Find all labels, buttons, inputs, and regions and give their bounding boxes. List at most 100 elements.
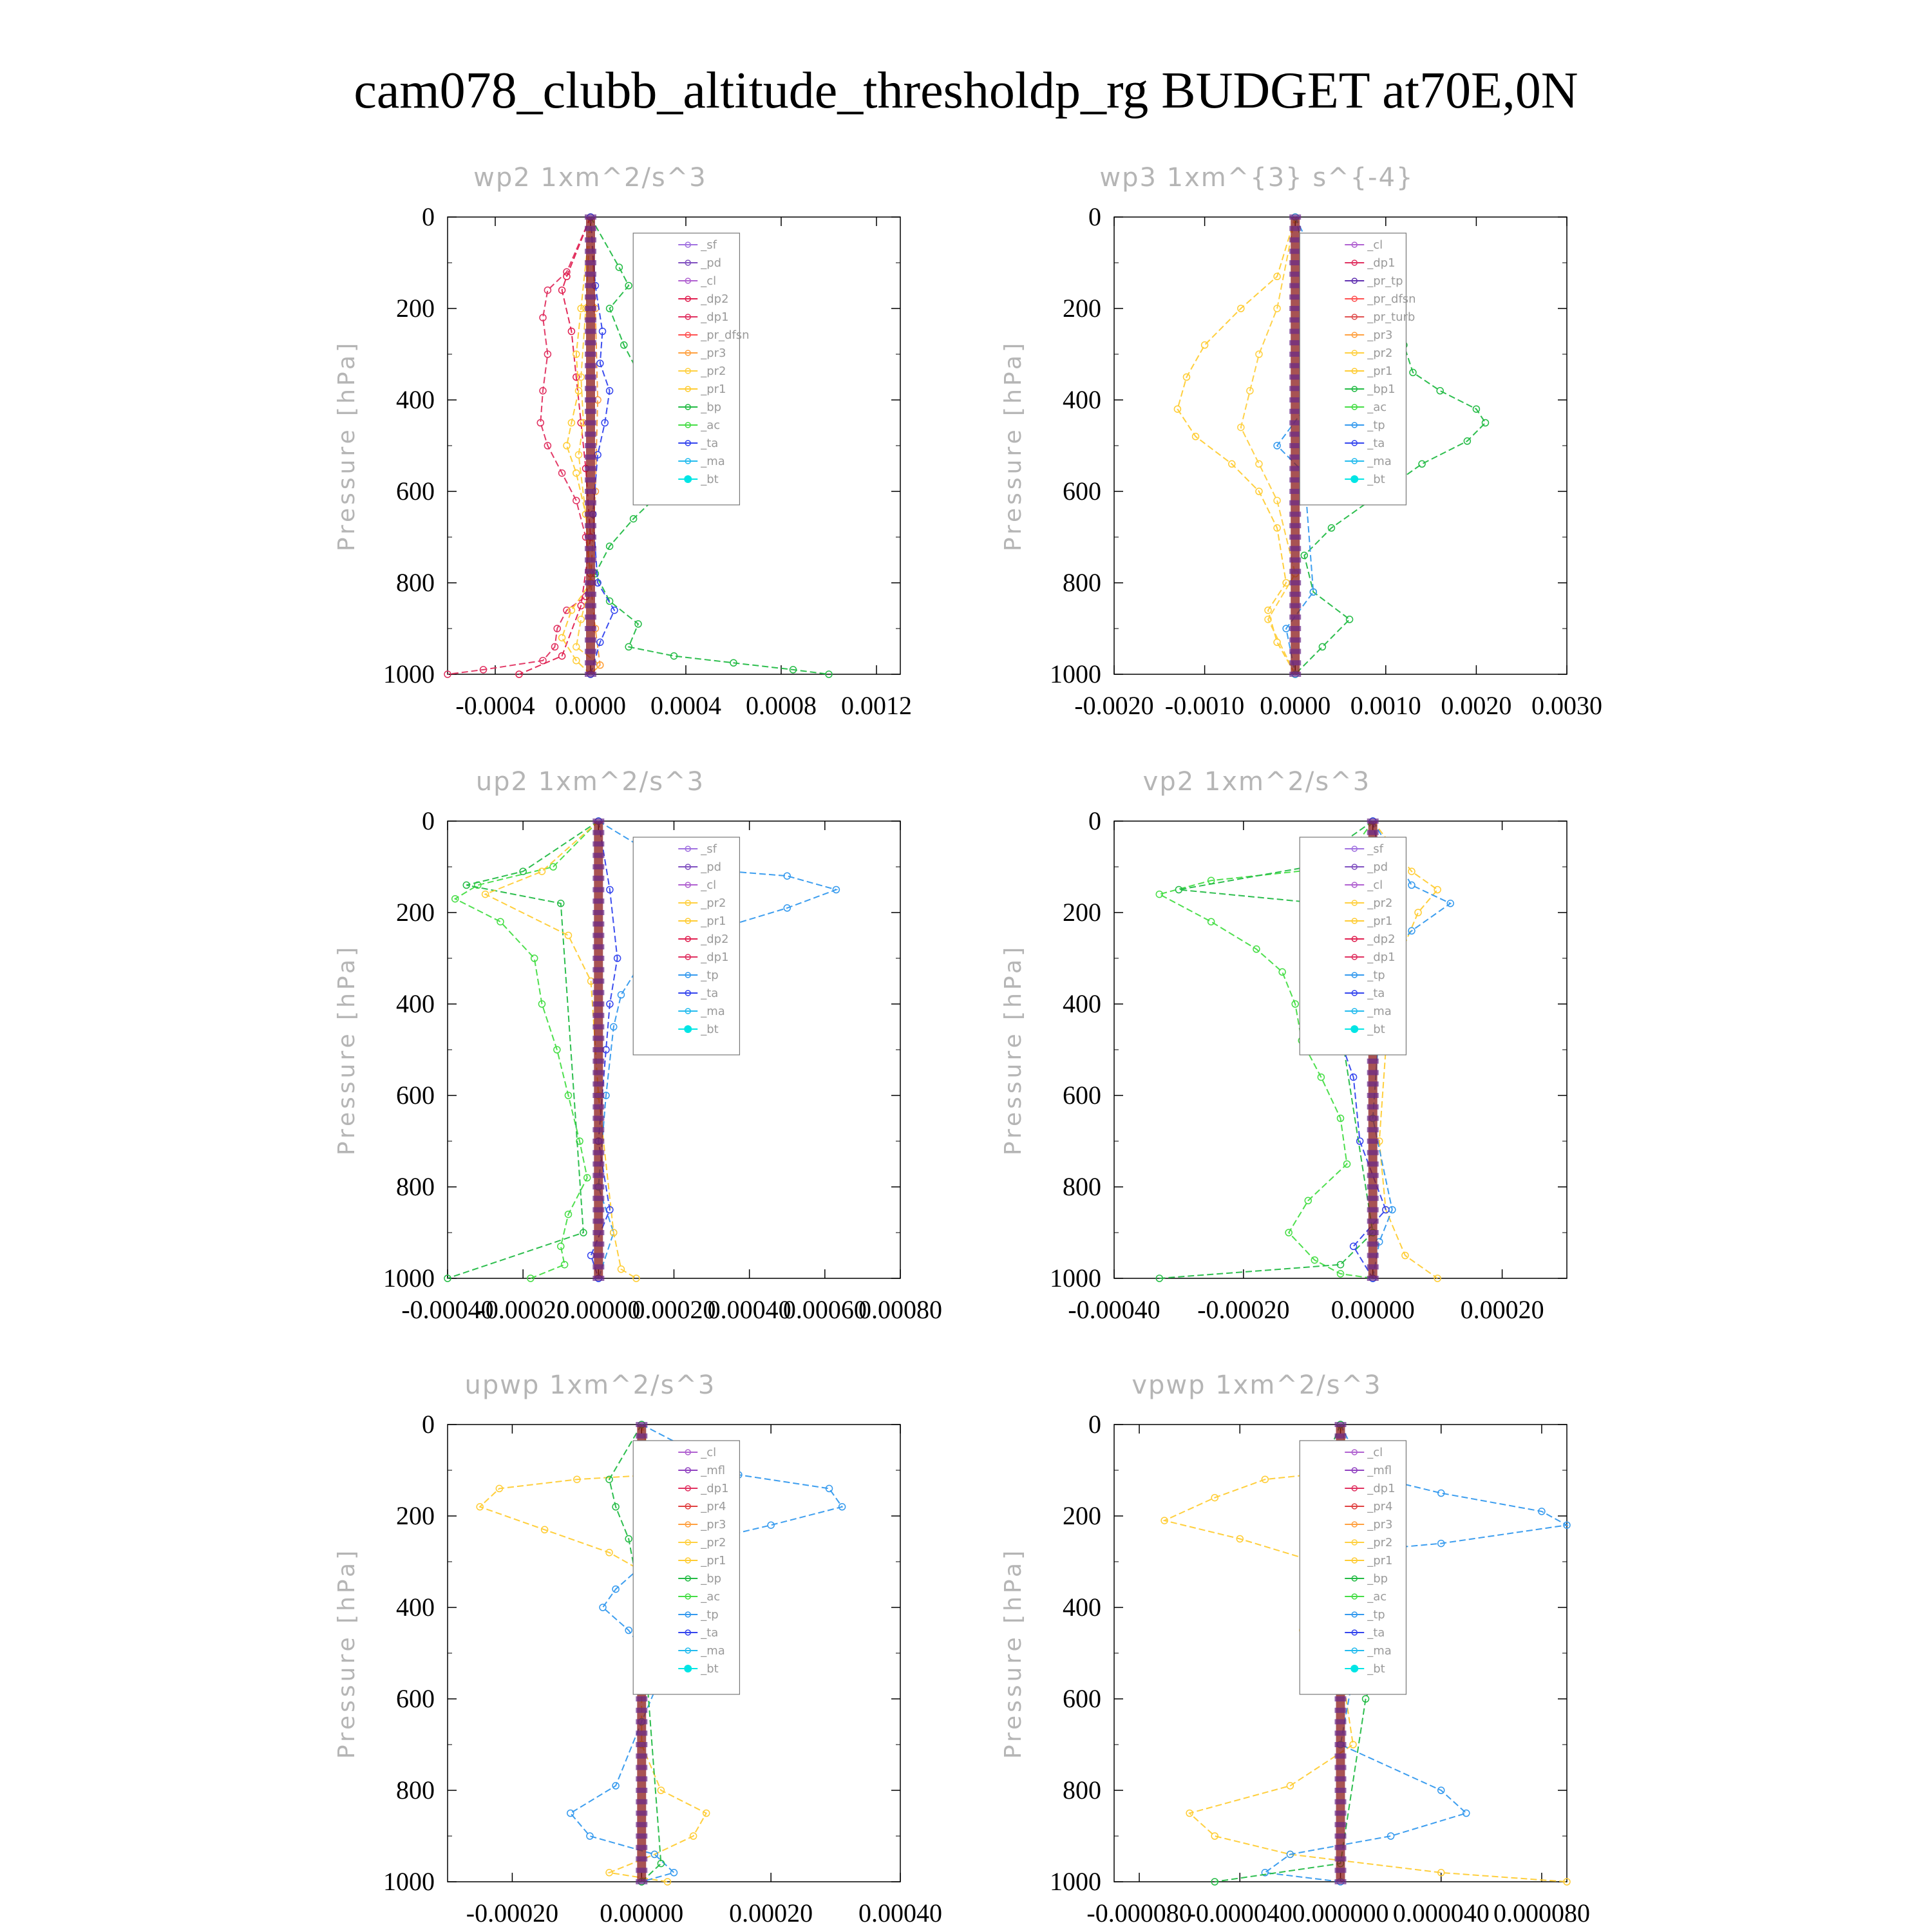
legend-entry: _ma [1367,1005,1392,1018]
legend-box [632,1440,741,1695]
series-point [1401,1251,1409,1260]
y-tick-label: 0 [422,1410,435,1439]
bt-marker [1289,225,1302,231]
legend-entry: _pr_dfsn [700,328,749,342]
y-tick-label: 800 [396,1172,435,1201]
series-point [1437,1786,1445,1794]
legend-marker [1351,1629,1358,1636]
bt-marker [636,1822,648,1828]
series-point [577,616,585,623]
series-point [1278,968,1286,976]
bt-marker [592,841,605,847]
series-point [1273,305,1281,312]
series-point [1261,1475,1269,1483]
series-point [1255,460,1263,468]
series-point [1311,1256,1319,1264]
series-point [1349,1242,1358,1251]
series-line-tp [569,1424,844,1882]
y-tick-label: 200 [1063,1501,1101,1530]
legend-box [1299,1440,1407,1695]
series-point [564,931,573,940]
bt-marker [592,1012,605,1018]
series-point [462,881,471,889]
legend-marker [685,1629,691,1636]
bt-marker [592,956,605,961]
series-point [451,895,459,903]
legend-entry: _ac [700,419,720,432]
y-tick-label: 600 [1063,1684,1101,1713]
bt-marker [1289,569,1302,574]
bt-marker [1367,1173,1379,1179]
series-point [1349,1741,1357,1748]
series-point [539,314,547,321]
x-tick-label: 0.00060 [783,1295,867,1324]
series-point [632,1274,640,1282]
series-point [567,1809,574,1817]
bt-marker [1289,500,1302,506]
legend-marker [1351,1575,1358,1582]
series-point [1437,1489,1445,1497]
series-point [1437,1869,1445,1877]
bt-marker [1289,591,1302,597]
bt-marker [585,431,596,437]
series-point [596,359,604,367]
bt-marker [636,1730,648,1736]
y-axis-label: Pressure [hPa] [334,340,360,551]
y-tick-label: 1000 [383,1867,435,1896]
series-point [495,1484,504,1493]
legend-entry: _ta [1367,987,1385,1000]
series-line-pr1 [561,216,592,675]
series-point [1175,886,1183,894]
bt-marker [1289,340,1302,346]
series-point [557,900,565,907]
bt-marker [592,1276,605,1281]
chart-panel-1: wp2 1xm^2/s^3 Pressure [hPa] 0 200 400 600 800… [334,163,912,720]
chart-panel-5: upwp 1xm^2/s^3 Pressure [hPa] 0 200 400 600 80… [334,1370,942,1927]
legend-entry: _tp [1367,969,1385,982]
legend-marker [1351,954,1358,960]
bt-marker [592,887,605,893]
bt-marker [636,1433,648,1439]
bt-marker [1367,1276,1379,1281]
series-point [576,1137,583,1145]
bt-marker [1334,1879,1347,1884]
series-point [583,1174,591,1182]
bt-marker [592,875,605,881]
legend-marker [685,1467,691,1473]
x-tick-label: 0.00020 [729,1899,813,1927]
bt-marker [1334,1707,1347,1713]
legend-marker [685,954,691,960]
bt-marker [636,1742,648,1747]
legend-entry: _ac [1367,401,1387,414]
y-tick-label: 200 [1063,898,1101,927]
legend-marker [1351,846,1358,852]
bt-marker [1289,580,1302,585]
series-point [617,991,625,999]
legend-marker [1351,882,1358,888]
legend-entry: _ta [1367,437,1385,450]
series-point [519,867,527,875]
legend-marker [1350,475,1359,483]
legend-entry: _ma [700,1005,725,1018]
series-point [567,606,576,614]
series-point [1207,918,1215,925]
bt-marker [585,466,596,471]
bt-marker [1289,386,1302,392]
x-tick-label: -0.0010 [1165,691,1244,720]
legend-entry: _dp1 [700,310,728,324]
series-point [538,867,546,875]
legend-marker [685,1647,691,1654]
series-point [1408,881,1416,889]
series-point [527,1274,535,1282]
bt-marker [585,591,596,597]
series-point [586,1832,594,1840]
legend-entry: _cl [700,274,716,288]
bt-marker [1289,408,1302,414]
bt-marker [592,1047,605,1052]
series-point [563,272,571,281]
y-tick-label: 800 [1063,1172,1101,1201]
series-point [838,1503,846,1511]
series-point [558,652,566,660]
series-point [539,387,547,395]
series-point [1538,1508,1546,1515]
